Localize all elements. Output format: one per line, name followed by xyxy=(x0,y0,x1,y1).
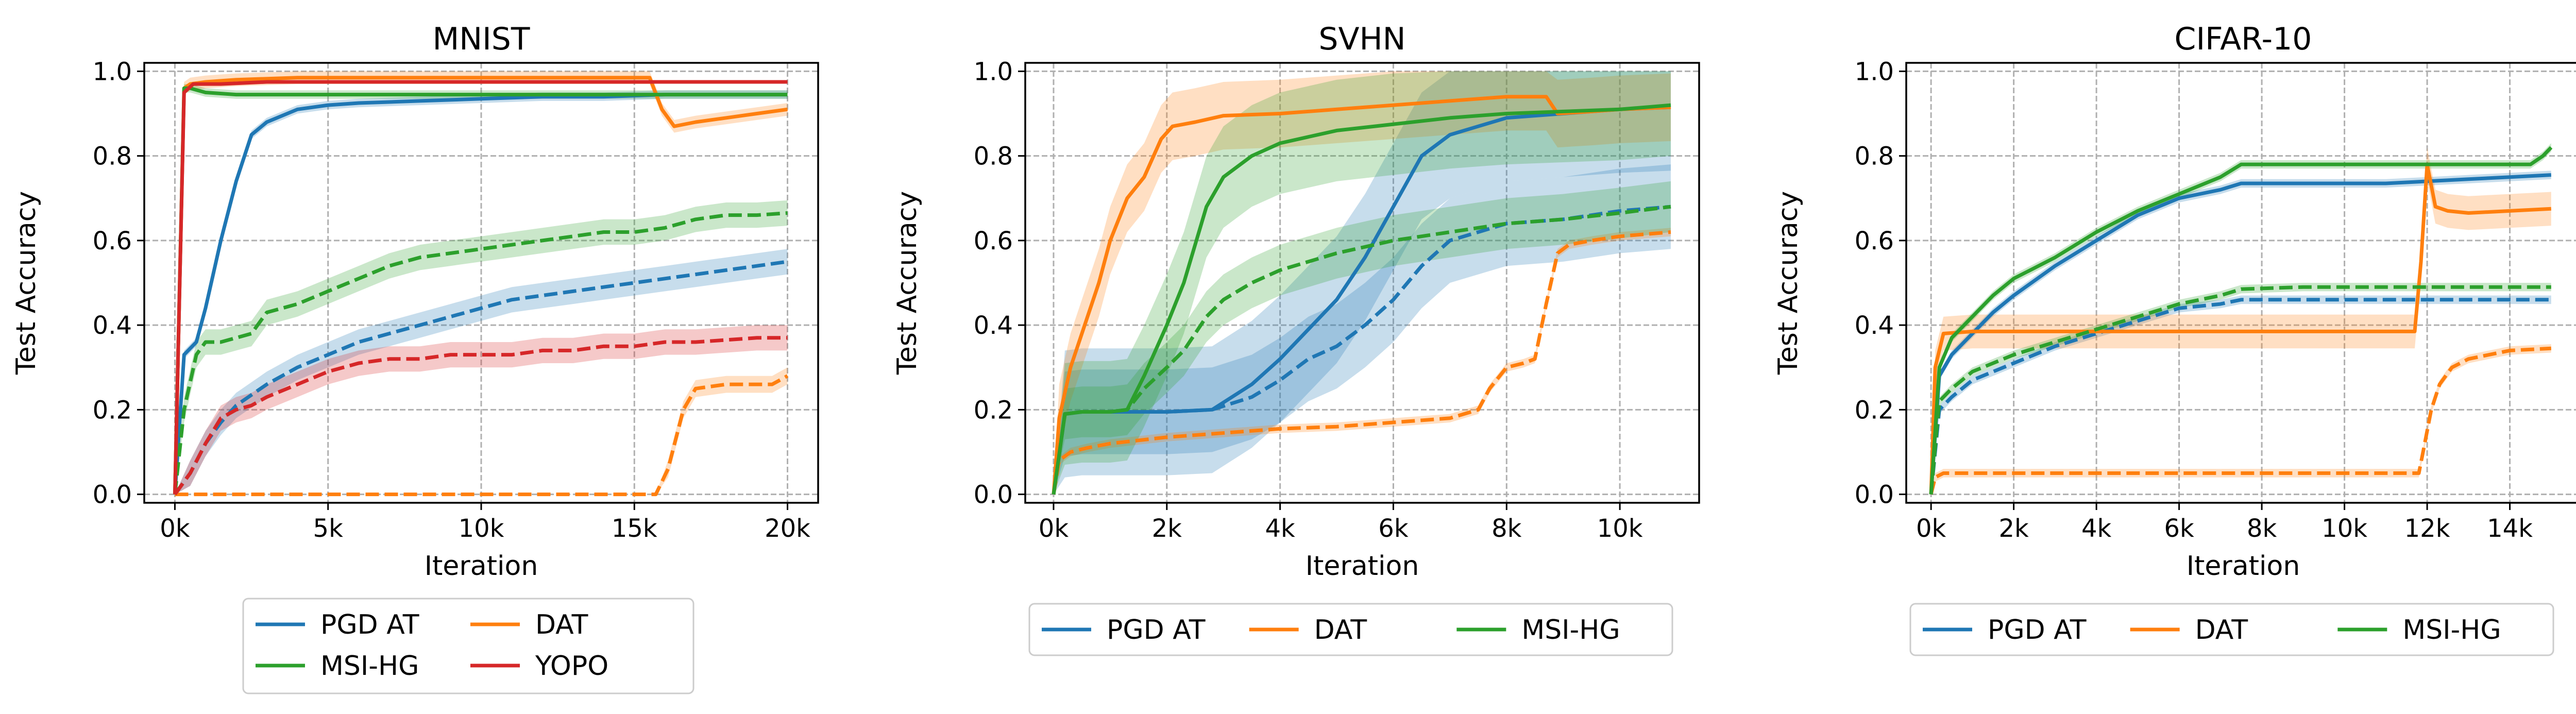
x-tick-label: 2k xyxy=(1998,514,2029,543)
plot-area xyxy=(1052,71,1671,495)
x-tick-label: 8k xyxy=(2247,514,2277,543)
y-tick-label: 0.4 xyxy=(974,311,1013,340)
series-dat xyxy=(1052,95,1671,495)
legend: PGD AT DAT MSI-HG xyxy=(1909,603,2554,656)
series-dat-robust xyxy=(175,374,789,497)
x-tick-label: 4k xyxy=(1265,514,1295,543)
series-yopo-robust xyxy=(173,336,788,496)
x-tick-label: 15k xyxy=(612,514,657,543)
series-msi-hg-robust xyxy=(1929,285,2551,495)
legend-label-pgd-at: PGD AT xyxy=(1988,615,2087,645)
band-pgd-at-robust xyxy=(1054,164,1671,495)
x-tick-label: 6k xyxy=(2164,514,2194,543)
y-tick-label: 0.2 xyxy=(93,396,132,424)
legend-label-dat: DAT xyxy=(2195,615,2248,645)
x-axis-label: Iteration xyxy=(425,551,538,582)
legend-label-pgd-at: PGD AT xyxy=(1107,615,1206,645)
y-tick-label: 0.4 xyxy=(1855,311,1894,340)
band-dat xyxy=(175,71,788,495)
y-tick-label: 0.8 xyxy=(93,142,132,171)
y-tick-label: 0.0 xyxy=(974,481,1013,509)
legend-box xyxy=(1028,603,1673,656)
x-tick-label: 0k xyxy=(160,514,190,543)
chart-svhn: 0k 2k 4k 6k 8k 10k 0.0 0.2 0.4 0.6 0.8 1.0 SVHN Itera… xyxy=(892,21,1700,656)
x-tick-label: 10k xyxy=(2321,514,2367,543)
grid xyxy=(1906,63,2576,503)
x-axis-label: Iteration xyxy=(2187,551,2300,582)
y-tick-label: 0.6 xyxy=(974,227,1013,256)
band-dat xyxy=(1054,71,1671,495)
x-tick-label: 10k xyxy=(1597,514,1643,543)
x-tick-label: 12k xyxy=(2404,514,2450,543)
axes-frame xyxy=(1024,62,1700,504)
x-tick-label: 0k xyxy=(1916,514,1946,543)
y-tick-label: 0.8 xyxy=(1855,142,1894,171)
y-axis-label: Test Accuracy xyxy=(892,191,923,375)
series-dat-robust xyxy=(1929,346,2551,495)
x-tick-label: 4k xyxy=(2081,514,2112,543)
y-tick-label: 1.0 xyxy=(1855,57,1894,86)
series-dat xyxy=(1929,162,2551,495)
series-pgd-at xyxy=(1929,173,2551,495)
axes-frame xyxy=(1905,62,2576,504)
plot-area xyxy=(1929,143,2553,495)
x-tick-label: 6k xyxy=(1378,514,1409,543)
y-tick-label: 0.4 xyxy=(93,311,132,340)
legend-box xyxy=(1909,603,2554,656)
legend: PGD AT DAT MSI-HG YOPO xyxy=(242,598,694,694)
series-pgd-at-robust xyxy=(1929,298,2551,495)
series-dat-robust xyxy=(1052,230,1671,495)
legend-label-pgd-at: PGD AT xyxy=(320,609,419,640)
chart-title: CIFAR-10 xyxy=(2175,21,2312,57)
chart-title: MNIST xyxy=(432,21,530,57)
legend-box xyxy=(242,598,694,694)
band-msi-hg xyxy=(1054,71,1671,495)
legend-label-msi-hg: MSI-HG xyxy=(1521,615,1620,645)
series-msi-hg-robust xyxy=(1052,205,1671,495)
y-axis-label: Test Accuracy xyxy=(1773,191,1804,375)
y-axis-label: Test Accuracy xyxy=(11,191,42,375)
legend-label-msi-hg: MSI-HG xyxy=(320,651,419,682)
y-tick-label: 0.6 xyxy=(1855,227,1894,256)
band-dat-robust xyxy=(175,367,788,495)
x-tick-label: 10k xyxy=(459,514,504,543)
x-axis-label: Iteration xyxy=(1306,551,1419,582)
band-msi-hg-robust xyxy=(175,200,788,495)
plot-area xyxy=(173,71,789,497)
grid xyxy=(1025,63,1699,503)
y-tick-label: 0.0 xyxy=(1855,481,1894,509)
x-tick-label: 20k xyxy=(765,514,810,543)
band-yopo-robust xyxy=(175,325,788,495)
chart-cifar-10: 0k 2k 4k 6k 8k 10k 12k 14k 0.0 0.2 0.4 0.6 0.8 1.0 CIF… xyxy=(1773,21,2576,656)
y-tick-label: 1.0 xyxy=(93,57,132,86)
band-dat xyxy=(1931,147,2551,495)
legend-label-dat: DAT xyxy=(535,609,588,640)
chart-mnist: 0k 5k 10k 15k 20k 0.0 0.2 0.4 0.6 0.8 1.0 MNIST Iter… xyxy=(11,21,819,694)
x-tick-label: 5k xyxy=(313,514,344,543)
legend: PGD AT DAT MSI-HG xyxy=(1028,603,1673,656)
legend-label-dat: DAT xyxy=(1314,615,1367,645)
y-tick-label: 1.0 xyxy=(974,57,1013,86)
band-pgd-at xyxy=(1054,71,1671,495)
x-tick-label: 2k xyxy=(1152,514,1182,543)
legend-label-yopo: YOPO xyxy=(535,651,608,682)
band-msi-hg-robust xyxy=(1931,283,2551,495)
band-pgd-at xyxy=(175,90,788,495)
y-tick-label: 0.8 xyxy=(974,142,1013,171)
y-tick-label: 0.2 xyxy=(1855,396,1894,424)
x-tick-label: 8k xyxy=(1492,514,1522,543)
x-tick-label: 0k xyxy=(1039,514,1069,543)
series-msi-hg xyxy=(1929,146,2553,495)
x-tick-label: 14k xyxy=(2487,514,2533,543)
series-yopo xyxy=(173,80,788,495)
y-tick-label: 0.6 xyxy=(93,227,132,256)
grid xyxy=(144,63,818,503)
y-tick-label: 0.2 xyxy=(974,396,1013,424)
y-tick-label: 0.0 xyxy=(93,481,132,509)
chart-title: SVHN xyxy=(1318,21,1405,57)
series-msi-hg-robust xyxy=(173,211,788,495)
band-pgd-at-robust xyxy=(175,249,788,495)
legend-label-msi-hg: MSI-HG xyxy=(2402,615,2501,645)
